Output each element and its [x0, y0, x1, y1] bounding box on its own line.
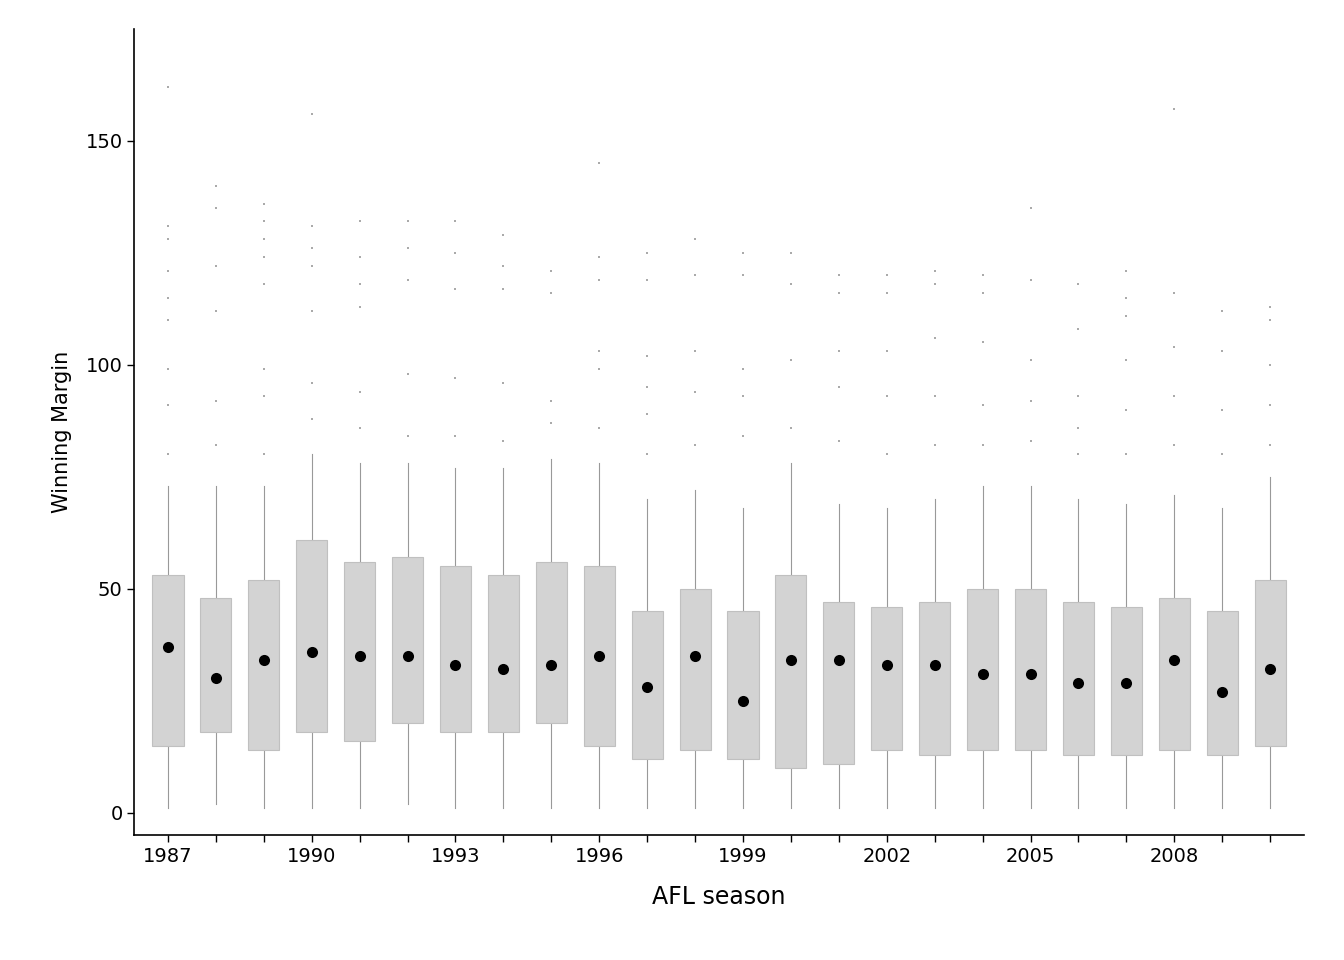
- Bar: [1159, 598, 1189, 750]
- Bar: [968, 588, 999, 750]
- Bar: [775, 575, 806, 768]
- Bar: [919, 602, 950, 755]
- Bar: [824, 602, 855, 763]
- Bar: [392, 558, 423, 723]
- X-axis label: AFL season: AFL season: [652, 885, 786, 909]
- Bar: [344, 562, 375, 741]
- Bar: [871, 607, 902, 750]
- Bar: [583, 566, 614, 746]
- Bar: [439, 566, 470, 732]
- Bar: [249, 580, 280, 750]
- Bar: [680, 588, 711, 750]
- Bar: [1207, 612, 1238, 755]
- Bar: [296, 540, 328, 732]
- Bar: [1015, 588, 1046, 750]
- Bar: [1254, 580, 1286, 746]
- Bar: [200, 598, 231, 732]
- Bar: [1063, 602, 1094, 755]
- Bar: [1110, 607, 1142, 755]
- Y-axis label: Winning Margin: Winning Margin: [51, 350, 71, 514]
- Bar: [488, 575, 519, 732]
- Bar: [727, 612, 758, 759]
- Bar: [536, 562, 567, 723]
- Bar: [632, 612, 663, 759]
- Bar: [152, 575, 184, 746]
